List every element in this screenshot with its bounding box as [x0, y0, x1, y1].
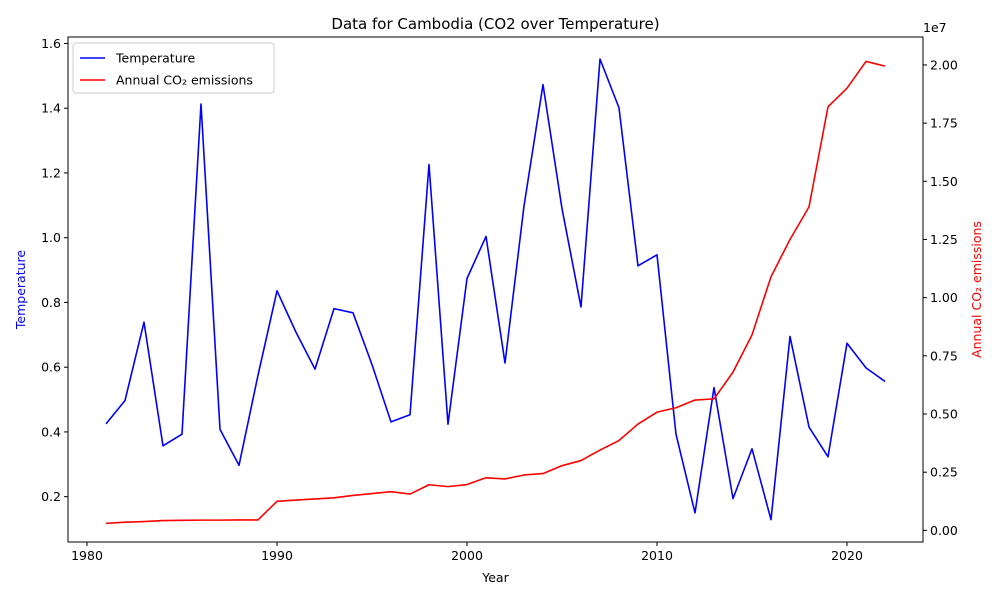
right-axis-offset-label: 1e7: [923, 20, 947, 35]
plot-frame: [67, 36, 924, 543]
x-tick-label: 2010: [641, 548, 673, 563]
y-left-tick-label: 0.4: [41, 424, 61, 439]
y-right-tick-label: 1.00: [930, 290, 958, 305]
y-left-tick-label: 1.4: [41, 101, 61, 116]
x-axis-title: Year: [481, 570, 509, 585]
y-right-tick-label: 1.50: [930, 174, 958, 189]
series-layer: [105, 58, 886, 525]
x-tick-label: 2020: [831, 548, 863, 563]
y-right-tick-label: 2.00: [930, 57, 958, 72]
y-right-tick-label: 0.00: [930, 523, 958, 538]
y-axis-left: 0.2 0.4 0.6 0.8 1.0 1.2 1.4 1.6: [41, 36, 68, 504]
x-tick-label: 2000: [451, 548, 483, 563]
y-right-tick-label: 0.25: [930, 465, 958, 480]
y-axis-right-title: Annual CO₂ emissions: [969, 221, 984, 358]
legend: Temperature Annual CO₂ emissions: [72, 42, 275, 94]
y-left-tick-label: 1.6: [41, 36, 61, 51]
y-left-tick-label: 0.2: [41, 489, 61, 504]
y-right-tick-label: 1.25: [930, 232, 958, 247]
y-left-tick-label: 1.0: [41, 230, 61, 245]
y-left-tick-label: 0.6: [41, 360, 61, 375]
chart-title: Data for Cambodia (CO2 over Temperature): [331, 15, 659, 33]
y-axis-left-title: Temperature: [13, 250, 28, 330]
legend-label-temperature: Temperature: [115, 51, 195, 66]
y-left-tick-label: 1.2: [41, 165, 61, 180]
co2-series-line: [105, 60, 886, 525]
y-axis-right: 0.00 0.25 0.50 0.75 1.00 1.25 1.50 1.75 2.00: [923, 57, 958, 538]
y-right-tick-label: 1.75: [930, 116, 958, 131]
legend-label-co2: Annual CO₂ emissions: [116, 73, 253, 88]
y-right-tick-label: 0.50: [930, 407, 958, 422]
x-tick-label: 1980: [71, 548, 103, 563]
y-right-tick-label: 0.75: [930, 348, 958, 363]
x-tick-label: 1990: [261, 548, 293, 563]
y-left-tick-label: 0.8: [41, 295, 61, 310]
x-axis: 1980 1990 2000 2010 2020: [71, 542, 863, 563]
temperature-series-line: [105, 58, 886, 521]
legend-box: [72, 42, 275, 94]
